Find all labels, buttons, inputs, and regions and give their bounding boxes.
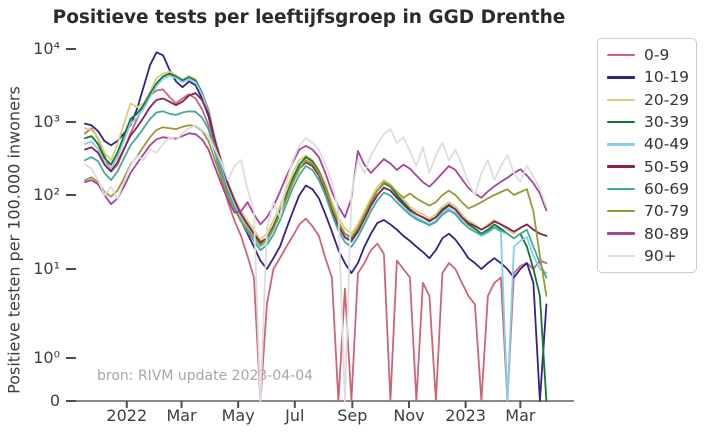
legend: 0-9 10-19 20-29 30-39 40-49 50-59 60-69 … [597, 38, 697, 273]
series-line-40-49 [84, 74, 548, 402]
legend-item-label: 50-59 [644, 157, 690, 176]
legend-item: 70-79 [607, 200, 696, 222]
series-line-30-39 [84, 72, 548, 402]
legend-swatch-line [607, 98, 635, 101]
legend-item: 20-29 [607, 89, 696, 111]
legend-item-label: 80-89 [644, 224, 690, 243]
series-line-10-19 [84, 51, 548, 402]
legend-swatch-line [607, 120, 635, 124]
series-line-70-79 [84, 124, 548, 297]
legend-item-label: 70-79 [644, 202, 690, 221]
legend-item-label: 10-19 [644, 68, 690, 87]
series-line-50-59 [84, 92, 548, 244]
legend-swatch-line [607, 254, 635, 258]
series-line-80-89 [84, 132, 548, 226]
legend-item: 80-89 [607, 222, 696, 244]
legend-swatch-line [607, 53, 635, 57]
y-tick-label: 10¹ [33, 259, 60, 278]
legend-item: 60-69 [607, 178, 696, 200]
legend-item-label: 0-9 [644, 46, 670, 65]
legend-swatch-line [607, 210, 635, 213]
legend-item: 40-49 [607, 133, 696, 155]
series-line-60-69 [84, 110, 548, 279]
x-tick-label: Mar [166, 406, 197, 425]
legend-item-label: 90+ [644, 246, 677, 265]
legend-swatch-line [607, 165, 635, 168]
legend-item-label: 20-29 [644, 90, 690, 109]
chart-title: Positieve tests per leeftijfsgroep in GG… [52, 7, 566, 28]
y-tick-label: 10² [33, 185, 60, 204]
legend-item: 10-19 [607, 66, 696, 88]
y-tick-label: 10⁰ [33, 348, 60, 367]
x-tick-label: Mar [505, 406, 536, 425]
y-tick-label: 10³ [33, 112, 60, 131]
legend-item-label: 60-69 [644, 179, 690, 198]
legend-item: 30-39 [607, 111, 696, 133]
legend-item-label: 30-39 [644, 113, 690, 132]
x-tick-label: 2022 [106, 406, 148, 425]
x-tick-label: 2023 [445, 406, 486, 425]
legend-swatch-line [607, 187, 635, 191]
series-line-90+ [84, 124, 548, 402]
y-tick-label: 0 [49, 391, 60, 410]
y-tick-label: 10⁴ [33, 39, 60, 58]
legend-item: 90+ [607, 245, 696, 267]
series-line-0-9 [84, 88, 548, 402]
legend-item: 50-59 [607, 155, 696, 177]
legend-swatch-line [607, 143, 635, 146]
legend-swatch-line [607, 232, 635, 235]
legend-swatch-line [607, 76, 635, 79]
series-line-20-29 [84, 70, 548, 241]
x-tick-label: Sep [337, 406, 368, 425]
x-tick-label: Jul [285, 406, 305, 425]
legend-item-label: 40-49 [644, 135, 690, 154]
y-axis-label: Positieve testen per 100.000 inwoners [4, 86, 24, 394]
x-tick-label: Nov [393, 406, 425, 425]
x-tick-label: May [221, 406, 255, 425]
legend-item: 0-9 [607, 44, 696, 66]
